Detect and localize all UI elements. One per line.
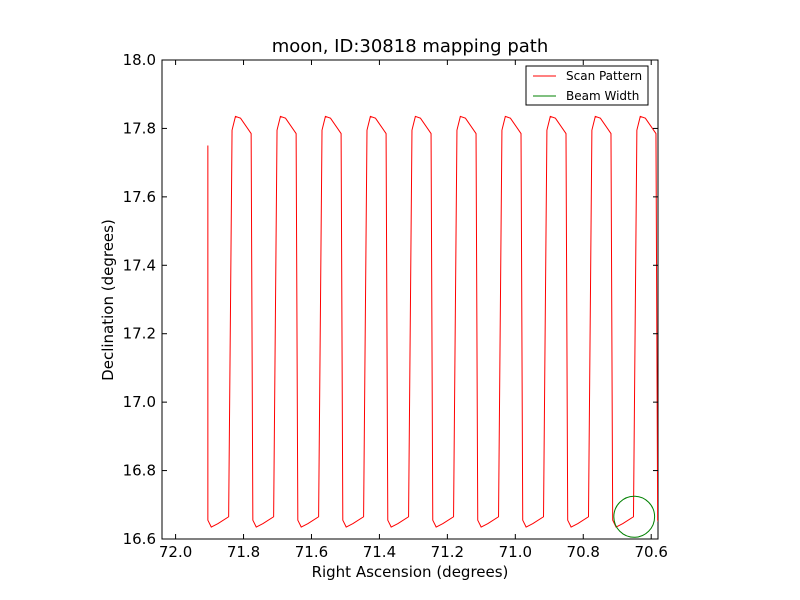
x-tick-label: 71.4 bbox=[363, 543, 396, 561]
chart-title: moon, ID:30818 mapping path bbox=[272, 36, 549, 57]
legend-label-scan-pattern: Scan Pattern bbox=[566, 69, 642, 83]
y-tick-label: 17.6 bbox=[123, 188, 156, 206]
x-tick-label: 72.0 bbox=[159, 543, 192, 561]
plot-frame bbox=[161, 59, 659, 540]
y-tick-label: 17.2 bbox=[123, 325, 156, 343]
beam-width-circle bbox=[613, 495, 656, 538]
legend-box bbox=[525, 65, 649, 106]
legend-label-beam-width: Beam Width bbox=[566, 89, 639, 103]
x-tick-label: 70.6 bbox=[635, 543, 668, 561]
y-axis-label: Declination (degrees) bbox=[99, 219, 117, 381]
series-layer bbox=[207, 115, 658, 538]
x-tick-label: 71.0 bbox=[499, 543, 532, 561]
legend: Scan Pattern Beam Width bbox=[525, 65, 649, 106]
y-tick-label: 16.8 bbox=[123, 462, 156, 480]
x-tick-label: 70.8 bbox=[567, 543, 600, 561]
x-tick-label: 71.6 bbox=[295, 543, 328, 561]
ticks-layer: 72.0 71.8 71.6 71.4 71.2 71.0 70.8 70.6 16.6 16.8… bbox=[123, 51, 668, 561]
x-tick-label: 71.2 bbox=[431, 543, 464, 561]
y-tick-label: 17.8 bbox=[123, 119, 156, 137]
y-tick-label: 17.0 bbox=[123, 393, 156, 411]
y-tick-label: 18.0 bbox=[123, 51, 156, 69]
x-axis-label: Right Ascension (degrees) bbox=[312, 563, 509, 581]
scan-pattern-path bbox=[207, 115, 658, 528]
plot-area: 72.0 71.8 71.6 71.4 71.2 71.0 70.8 70.6 16.6 16.8… bbox=[123, 51, 668, 561]
y-tick-label: 17.4 bbox=[123, 256, 156, 274]
x-tick-label: 71.8 bbox=[227, 543, 260, 561]
y-tick-label: 16.6 bbox=[123, 530, 156, 548]
